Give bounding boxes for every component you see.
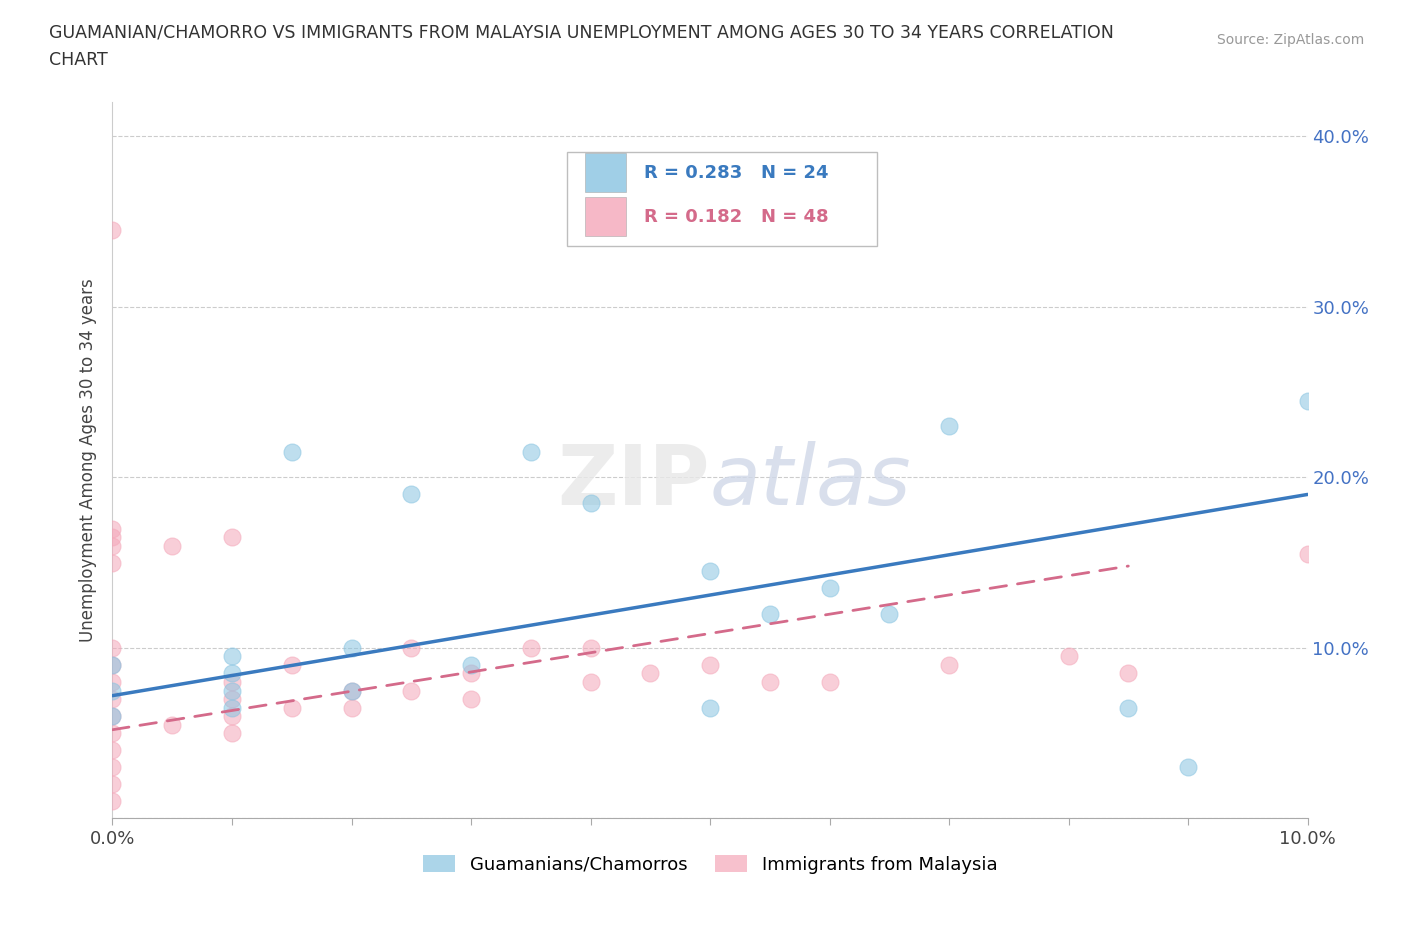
Point [221,530,243,545]
Point [162,538,183,553]
Point [579,496,602,511]
Point [221,666,243,681]
Point [460,692,482,707]
Point [879,606,901,621]
Text: R = 0.283   N = 24: R = 0.283 N = 24 [644,164,828,181]
Point [1296,393,1319,408]
Point [101,709,124,724]
Point [1296,547,1319,562]
Point [1177,760,1199,775]
Point [221,649,243,664]
Point [221,692,243,707]
Point [520,445,543,459]
Point [1118,666,1140,681]
Legend: Guamanians/Chamorros, Immigrants from Malaysia: Guamanians/Chamorros, Immigrants from Ma… [416,848,1004,881]
Point [460,666,482,681]
FancyBboxPatch shape [585,153,627,193]
Point [221,700,243,715]
Point [938,658,960,672]
Point [401,683,423,698]
Point [101,555,124,570]
Point [101,743,124,758]
Point [1057,649,1080,664]
FancyBboxPatch shape [567,153,877,246]
Point [281,445,304,459]
Point [221,683,243,698]
Text: atlas: atlas [710,442,911,523]
Text: GUAMANIAN/CHAMORRO VS IMMIGRANTS FROM MALAYSIA UNEMPLOYMENT AMONG AGES 30 TO 34 : GUAMANIAN/CHAMORRO VS IMMIGRANTS FROM MA… [49,23,1114,41]
Text: CHART: CHART [49,51,108,69]
Point [579,641,602,656]
Point [101,725,124,740]
Text: Source: ZipAtlas.com: Source: ZipAtlas.com [1216,33,1364,46]
Point [162,717,183,732]
Point [101,692,124,707]
Point [101,674,124,689]
Point [340,641,363,656]
Point [101,530,124,545]
Point [281,700,304,715]
Point [101,760,124,775]
Point [520,641,543,656]
Point [818,674,841,689]
FancyBboxPatch shape [585,197,627,236]
Point [101,683,124,698]
Point [340,683,363,698]
Point [1118,700,1140,715]
Point [699,564,721,578]
Point [101,794,124,809]
Point [101,658,124,672]
Point [759,674,782,689]
Point [221,725,243,740]
Point [101,658,124,672]
Point [101,521,124,536]
Point [759,606,782,621]
Y-axis label: Unemployment Among Ages 30 to 34 years: Unemployment Among Ages 30 to 34 years [79,278,97,643]
Point [101,709,124,724]
Point [818,580,841,596]
Point [340,700,363,715]
Point [340,683,363,698]
Text: R = 0.182   N = 48: R = 0.182 N = 48 [644,207,830,225]
Text: ZIP: ZIP [558,442,710,523]
Point [221,709,243,724]
Point [221,674,243,689]
Point [579,674,602,689]
Point [281,658,304,672]
Point [101,777,124,791]
Point [101,641,124,656]
Point [401,641,423,656]
Point [101,223,124,238]
Point [640,666,662,681]
Point [699,700,721,715]
Point [938,418,960,433]
Point [401,487,423,502]
Point [101,538,124,553]
Point [460,658,482,672]
Point [699,658,721,672]
